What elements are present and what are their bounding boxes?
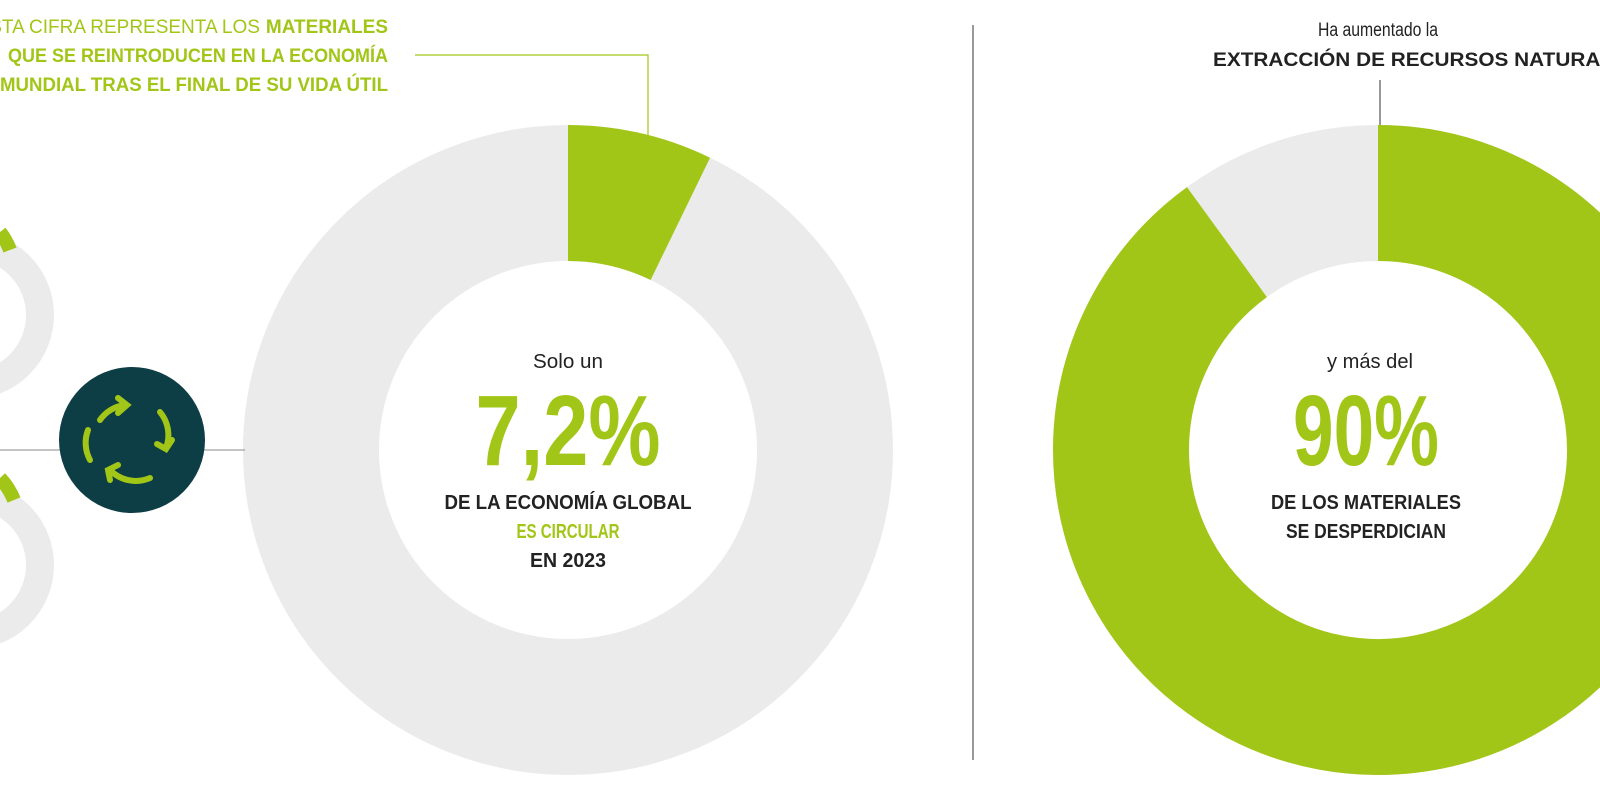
annotation-text: QUE SE REINTRODUCEN EN LA ECONOMÍA	[8, 45, 388, 67]
value-label: 7,2%	[476, 375, 661, 487]
decor-arc	[0, 473, 21, 503]
annotation-text: MUNDIAL TRAS EL FINAL DE SU VIDA ÚTIL	[0, 74, 388, 96]
center-text: DE LOS MATERIALES	[1271, 492, 1461, 514]
annotation-text: STA CIFRA REPRESENTA LOS	[0, 17, 260, 38]
center-text: SE DESPERDICIAN	[1286, 521, 1446, 543]
center-text: EN 2023	[530, 550, 606, 572]
decor-arc	[0, 227, 17, 253]
center-text: Solo un	[533, 351, 603, 373]
annotation-text: MATERIALES	[266, 17, 388, 38]
value-label: 90%	[1293, 375, 1439, 487]
donut-layer	[243, 125, 1600, 775]
donut-segment	[566, 125, 711, 281]
donut-segment	[1053, 125, 1600, 775]
center-text: y más del	[1327, 351, 1413, 373]
recycle-icon-bg	[59, 367, 205, 513]
annotation-line: STA CIFRA REPRESENTA LOS MATERIALES	[0, 17, 388, 38]
center-text: ES CIRCULAR	[517, 521, 620, 543]
annotation-text: Ha aumentado la	[1318, 20, 1438, 41]
center-text: DE LA ECONOMÍA GLOBAL	[445, 491, 692, 514]
recycle-icon	[82, 395, 175, 484]
annotation-text: EXTRACCIÓN DE RECURSOS NATURAL	[1213, 49, 1600, 71]
decor-ring	[0, 236, 54, 394]
decor-ring	[0, 486, 54, 644]
leader-line	[415, 54, 649, 135]
